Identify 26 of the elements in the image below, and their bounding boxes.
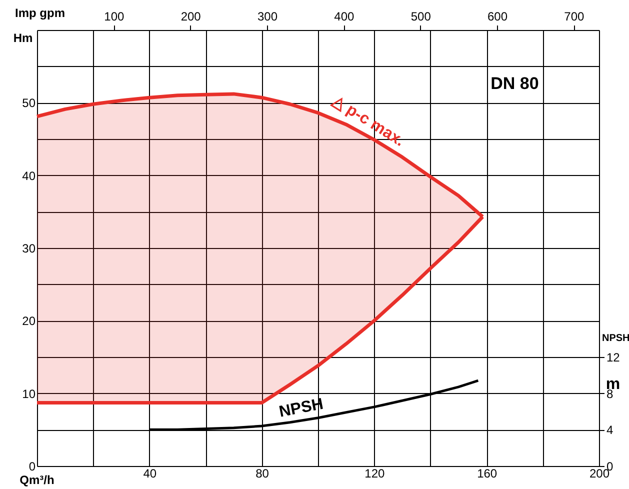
x2-tick-label: 300 [258, 10, 278, 24]
y-tick-label: 10 [22, 386, 36, 401]
y-tick-label: 50 [22, 96, 36, 110]
y-tick-label: 30 [22, 242, 36, 256]
y-tick-label: 0 [28, 460, 36, 474]
y-axis-title: Hm [13, 31, 33, 45]
x2-tick-label: 200 [180, 10, 202, 24]
x2-tick-label: 600 [488, 10, 508, 24]
annotation: △ p-c max. [328, 92, 408, 150]
annotation: NPSH [278, 396, 325, 421]
y-tick-label: 20 [22, 314, 36, 328]
x2-tick-label: 100 [104, 10, 125, 24]
y2-axis-title: NPSH [602, 333, 629, 344]
x2-tick-label: 500 [410, 10, 432, 24]
x2-tick-label: 400 [334, 10, 355, 24]
y2-tick-label: 4 [606, 423, 614, 438]
x-axis-title: Qm³/h [20, 473, 54, 487]
x-tick-label: 120 [364, 466, 386, 480]
x-tick-label: 40 [143, 466, 157, 480]
y2-tick-label: 12 [606, 350, 620, 364]
text: DN 80 [490, 74, 539, 93]
x2-tick-label: 700 [564, 10, 585, 24]
x2-axis-title: Imp gpm [15, 6, 65, 20]
x-tick-label: 160 [477, 466, 498, 480]
x-tick-label: 80 [256, 466, 270, 480]
y-tick-label: 40 [22, 168, 36, 183]
